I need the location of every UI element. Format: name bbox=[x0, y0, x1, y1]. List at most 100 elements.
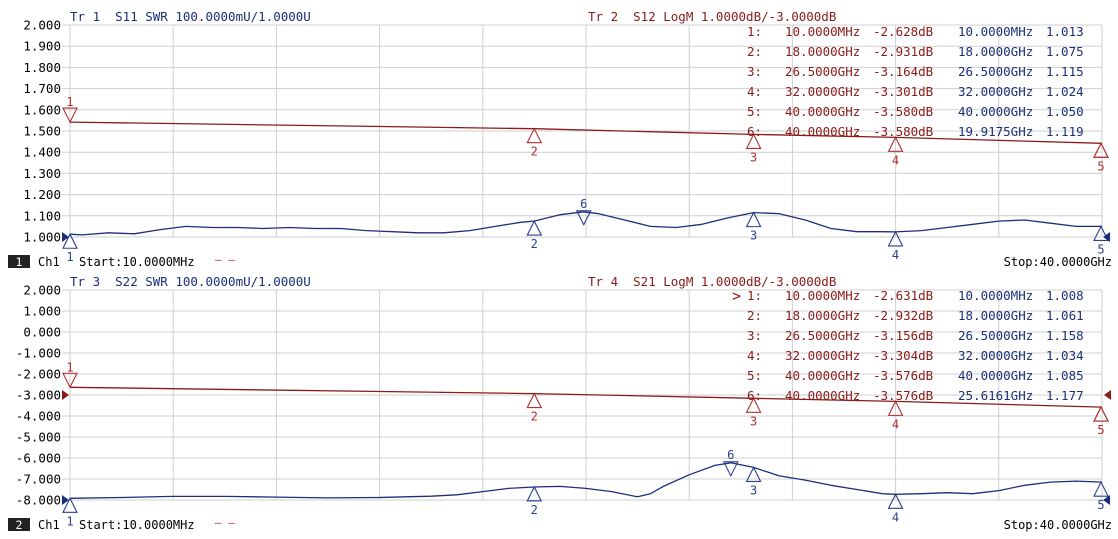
marker-table-cell: 4: bbox=[747, 348, 762, 363]
marker-1-blue[interactable]: 1 bbox=[62, 497, 78, 528]
trace-2-title[interactable]: Tr 2 S12 LogM 1.0000dB/-3.0000dB bbox=[588, 9, 836, 24]
marker-triangle[interactable] bbox=[722, 461, 739, 478]
marker-table-row[interactable]: 2: 18.0000GHz -2.932dB 18.0000GHz 1.061 bbox=[747, 308, 1084, 323]
marker-table-cell: 26.5000GHz bbox=[785, 328, 860, 343]
marker-1-blue[interactable]: 1 bbox=[62, 233, 78, 264]
marker-table-cell: 5: bbox=[747, 104, 762, 119]
marker-triangle[interactable] bbox=[526, 127, 543, 144]
marker-1-red[interactable]: 1 bbox=[62, 95, 78, 124]
marker-table-cell: 10.0000MHz bbox=[785, 288, 860, 303]
marker-table-cell: 10.0000MHz bbox=[958, 288, 1033, 303]
marker-triangle[interactable] bbox=[62, 233, 78, 249]
marker-table-cell: 25.6161GHz bbox=[958, 388, 1033, 403]
marker-triangle[interactable] bbox=[887, 230, 904, 247]
marker-5-red[interactable]: 5 bbox=[1093, 142, 1109, 173]
marker-5-red[interactable]: 5 bbox=[1093, 405, 1109, 437]
marker-triangle[interactable] bbox=[1093, 480, 1109, 497]
marker-triangle[interactable] bbox=[1093, 142, 1109, 158]
marker-3-red[interactable]: 3 bbox=[745, 133, 762, 164]
marker-table-row[interactable]: 4: 32.0000GHz -3.301dB 32.0000GHz 1.024 bbox=[747, 84, 1084, 99]
marker-3-red[interactable]: 3 bbox=[745, 397, 762, 428]
marker-3-blue[interactable]: 3 bbox=[745, 211, 762, 243]
marker-table-row[interactable]: 1: 10.0000MHz -2.628dB 10.0000MHz 1.013 bbox=[747, 24, 1084, 39]
marker-table-cell: 26.5000GHz bbox=[958, 64, 1033, 79]
marker-2-blue[interactable]: 2 bbox=[526, 485, 543, 517]
y-tick-label: -1.000 bbox=[16, 346, 61, 361]
marker-triangle[interactable] bbox=[887, 493, 904, 509]
marker-2-red[interactable]: 2 bbox=[526, 392, 543, 424]
marker-triangle[interactable] bbox=[526, 392, 543, 409]
marker-1-red[interactable]: 1 bbox=[62, 360, 78, 389]
stop-frequency[interactable]: Stop:40.0000GHz bbox=[1004, 518, 1112, 532]
trace-line-blue[interactable] bbox=[69, 211, 1102, 236]
marker-number: 6 bbox=[727, 448, 734, 462]
marker-table-cell: 1.050 bbox=[1046, 104, 1084, 119]
marker-number: 4 bbox=[892, 510, 899, 524]
start-frequency[interactable]: Start:10.0000MHz bbox=[79, 518, 195, 532]
marker-table-cell: 1.085 bbox=[1046, 368, 1084, 383]
marker-triangle[interactable] bbox=[526, 219, 543, 236]
marker-triangle[interactable] bbox=[1093, 405, 1109, 422]
marker-6-red[interactable] bbox=[1093, 405, 1109, 422]
marker-5-blue[interactable]: 5 bbox=[1093, 225, 1109, 256]
marker-triangle[interactable] bbox=[745, 211, 762, 228]
channel-badge-number: 2 bbox=[16, 518, 23, 532]
channel-status-bar: 1 Ch1 Start:10.0000MHz — — Stop:40.0000G… bbox=[8, 253, 1112, 269]
marker-2-blue[interactable]: 2 bbox=[526, 219, 543, 251]
marker-table-row[interactable]: 2: 18.0000GHz -2.931dB 18.0000GHz 1.075 bbox=[747, 44, 1084, 59]
marker-table-row[interactable]: 3: 26.5000GHz -3.164dB 26.5000GHz 1.115 bbox=[747, 64, 1084, 79]
marker-table-cell: -3.580dB bbox=[873, 124, 933, 139]
marker-4-red[interactable]: 4 bbox=[887, 400, 904, 431]
marker-6-blue[interactable]: 6 bbox=[575, 197, 592, 227]
trace-line-blue[interactable] bbox=[69, 462, 1103, 499]
trace-3-title[interactable]: Tr 3 S22 SWR 100.0000mU/1.0000U bbox=[70, 274, 311, 289]
reference-markers bbox=[62, 232, 1110, 242]
reference-arrow-left bbox=[62, 232, 69, 242]
trace-1-title[interactable]: Tr 1 S11 SWR 100.0000mU/1.0000U bbox=[70, 9, 311, 24]
marker-6-blue[interactable]: 6 bbox=[722, 448, 739, 478]
marker-triangle[interactable] bbox=[1093, 405, 1109, 422]
marker-5-blue[interactable]: 5 bbox=[1093, 480, 1109, 512]
marker-triangle[interactable] bbox=[745, 133, 762, 149]
channel-badge[interactable] bbox=[8, 518, 30, 531]
marker-table-cell: -2.628dB bbox=[873, 24, 933, 39]
marker-3-blue[interactable]: 3 bbox=[745, 466, 762, 497]
marker-number: 4 bbox=[892, 248, 899, 262]
marker-table-row[interactable]: 6: 40.0000GHz -3.576dB 25.6161GHz 1.177 bbox=[747, 388, 1084, 403]
marker-table-row[interactable]: 4: 32.0000GHz -3.304dB 32.0000GHz 1.034 bbox=[747, 348, 1084, 363]
marker-triangle[interactable] bbox=[745, 397, 762, 413]
marker-table-cell: 40.0000GHz bbox=[785, 124, 860, 139]
marker-table-row[interactable]: 5: 40.0000GHz -3.576dB 40.0000GHz 1.085 bbox=[747, 368, 1084, 383]
marker-table-cell: -2.931dB bbox=[873, 44, 933, 59]
start-frequency[interactable]: Start:10.0000MHz bbox=[79, 255, 195, 269]
marker-table-row[interactable]: 5: 40.0000GHz -3.580dB 40.0000GHz 1.050 bbox=[747, 104, 1084, 119]
markers: 1 2 3 4 5 1 2 3 4 5 6 bbox=[62, 95, 1109, 264]
marker-number: 4 bbox=[892, 417, 899, 431]
channel-badge[interactable] bbox=[8, 255, 30, 268]
marker-4-red[interactable]: 4 bbox=[887, 136, 904, 167]
marker-table-cell: -3.301dB bbox=[873, 84, 933, 99]
trace-4-title[interactable]: Tr 4 S21 LogM 1.0000dB/-3.0000dB bbox=[588, 274, 836, 289]
marker-triangle[interactable] bbox=[1093, 225, 1109, 241]
stop-frequency[interactable]: Stop:40.0000GHz bbox=[1004, 255, 1112, 269]
marker-4-blue[interactable]: 4 bbox=[887, 230, 904, 262]
marker-table-cell: 4: bbox=[747, 84, 762, 99]
marker-number: 2 bbox=[531, 145, 538, 159]
y-tick-label: 0.000 bbox=[23, 325, 61, 340]
marker-table-row[interactable]: 6: 40.0000GHz -3.580dB 19.9175GHz 1.119 bbox=[747, 124, 1084, 139]
marker-triangle[interactable] bbox=[62, 107, 78, 124]
marker-table-row[interactable]: 3: 26.5000GHz -3.156dB 26.5000GHz 1.158 bbox=[747, 328, 1084, 343]
marker-triangle[interactable] bbox=[526, 485, 543, 502]
marker-triangle[interactable] bbox=[887, 136, 904, 152]
marker-2-red[interactable]: 2 bbox=[526, 127, 543, 159]
marker-6-red[interactable] bbox=[1093, 142, 1109, 158]
marker-triangle[interactable] bbox=[1093, 142, 1109, 158]
marker-triangle[interactable] bbox=[745, 466, 762, 483]
y-tick-label: -2.000 bbox=[16, 367, 61, 382]
marker-triangle[interactable] bbox=[62, 497, 78, 513]
marker-triangle[interactable] bbox=[887, 400, 904, 416]
marker-4-blue[interactable]: 4 bbox=[887, 493, 904, 524]
marker-triangle[interactable] bbox=[62, 372, 78, 389]
marker-table-row[interactable]: 1: 10.0000MHz -2.631dB 10.0000MHz 1.008 > bbox=[732, 287, 1084, 305]
marker-triangle[interactable] bbox=[575, 210, 592, 227]
